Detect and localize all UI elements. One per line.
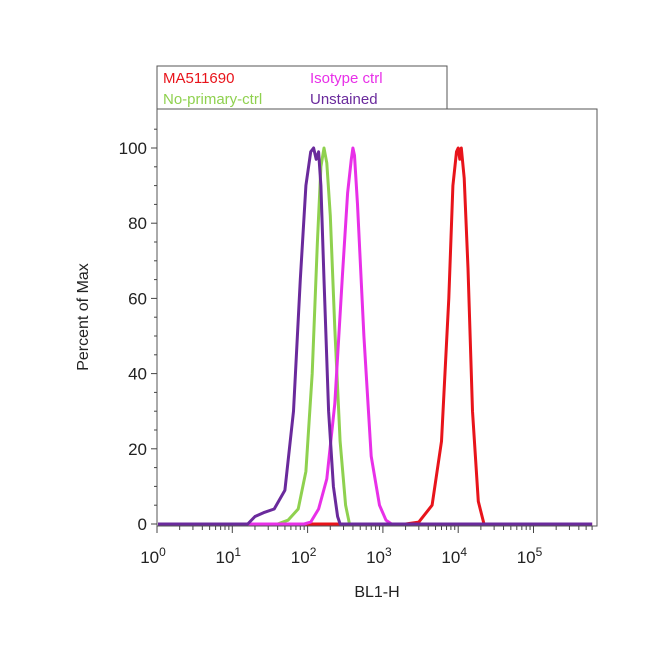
x-tick-label: 100: [140, 545, 166, 567]
plot-frame: [156, 108, 598, 527]
x-axis-title: BL1-H: [354, 584, 399, 601]
legend-box: [156, 65, 448, 110]
series-line-no-primary-ctrl: [158, 146, 593, 526]
x-tick-label: 102: [291, 545, 317, 567]
axes: 0 20 40 60 80 100 100 101 102 103 104 105: [119, 128, 593, 567]
legend-entry-1: Isotype ctrl: [310, 70, 383, 87]
y-tick-label: 60: [128, 289, 147, 308]
x-tick-label: 101: [215, 545, 241, 567]
x-tick-label: 104: [441, 545, 467, 567]
y-tick-label: 20: [128, 440, 147, 459]
y-tick-label: 80: [128, 214, 147, 233]
y-tick-label: 0: [138, 515, 147, 534]
series-layer: [158, 146, 593, 526]
x-tick-label: 103: [366, 545, 392, 567]
legend: MA511690 Isotype ctrl No-primary-ctrl Un…: [156, 65, 448, 110]
y-tick-label: 40: [128, 365, 147, 384]
series-line-isotype-ctrl: [158, 146, 593, 526]
legend-entry-3: Unstained: [310, 91, 378, 108]
legend-entry-2: No-primary-ctrl: [163, 91, 262, 108]
x-tick-label: 105: [517, 545, 543, 567]
series-line-ma511690: [158, 146, 593, 526]
legend-entry-0: MA511690: [163, 70, 234, 87]
y-axis-title: Percent of Max: [75, 263, 92, 371]
y-tick-label: 100: [119, 139, 147, 158]
series-line-unstained: [158, 146, 593, 526]
